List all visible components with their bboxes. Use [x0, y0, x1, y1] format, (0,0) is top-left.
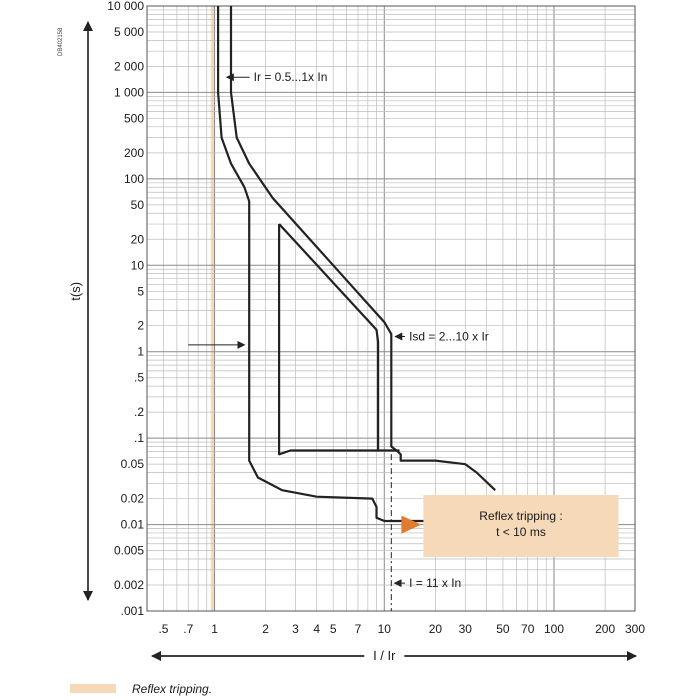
reflex-callout-box [423, 494, 619, 558]
y-tick-label: 200 [124, 146, 144, 160]
trip-curve-4 [278, 223, 380, 451]
axis-layer: t(s) I / Ir DB402158 [58, 21, 637, 664]
y-title-bg [72, 273, 86, 310]
reflex-band [210, 6, 215, 611]
x-tick-label: 100 [544, 622, 564, 636]
x-tick-label: 300 [625, 622, 645, 636]
annotation-layer: Reflex tripping : t < 10 ms Ir = 0.5...1x … [188, 70, 619, 611]
legend-layer: Reflex tripping. [70, 682, 212, 696]
series-layer [217, 6, 496, 523]
y-tick-label: 2 000 [114, 59, 144, 73]
x-tick-label: 4 [313, 622, 320, 636]
x-tick-label: .7 [183, 622, 193, 636]
trip-curve-3 [278, 224, 400, 456]
y-tick-label: 5 000 [114, 25, 144, 39]
y-tick-label: 0.02 [121, 492, 145, 506]
callout-line-1: Reflex tripping : [479, 509, 562, 523]
y-tick-label: .1 [134, 431, 144, 445]
y-tick-label: 20 [131, 232, 145, 246]
annotation-label-3: I = 11 x In [409, 576, 461, 590]
y-tick-label: 10 000 [107, 0, 144, 13]
x-tick-label: 10 [378, 622, 392, 636]
legend-swatch [70, 684, 116, 693]
x-tick-label: 7 [355, 622, 362, 636]
y-tick-label: .5 [134, 371, 144, 385]
x-tick-label: 30 [459, 622, 473, 636]
x-tick-label: 70 [521, 622, 535, 636]
x-tick-label: 200 [595, 622, 615, 636]
callout-line-2: t < 10 ms [496, 525, 546, 539]
y-tick-label: 5 [137, 284, 144, 298]
x-tick-label: .5 [158, 622, 168, 636]
callout-arrow-icon [401, 515, 422, 534]
document-code: DB402158 [58, 27, 64, 56]
y-tick-label: 500 [124, 111, 144, 125]
y-axis-title: t(s) [68, 282, 83, 301]
trip-curve-1 [217, 6, 466, 523]
x-tick-label: 2 [262, 622, 269, 636]
y-tick-label: .001 [121, 604, 145, 618]
y-tick-label: 0.05 [121, 457, 145, 471]
x-tick-label: 20 [429, 622, 443, 636]
legend-label: Reflex tripping. [132, 682, 212, 696]
y-tick-label: 1 000 [114, 85, 144, 99]
annotation-label-2: Isd = 2...10 x Ir [409, 329, 489, 343]
y-tick-label: 1 [137, 345, 144, 359]
x-axis-title: I / Ir [373, 648, 396, 663]
y-tick-label: 0.005 [114, 544, 144, 558]
y-tick-label: 2 [137, 319, 144, 333]
x-tick-label: 5 [330, 622, 337, 636]
x-tick-label: 3 [292, 622, 299, 636]
trip-curve-2 [229, 6, 496, 491]
x-title-bg [364, 648, 405, 664]
y-tick-label: 50 [131, 198, 145, 212]
y-tick-label: .2 [134, 405, 144, 419]
y-tick-label: 0.01 [121, 518, 145, 532]
y-tick-label: 10 [131, 258, 145, 272]
x-tick-label: 1 [211, 622, 218, 636]
annotation-label-1: Ir = 0.5...1x In [254, 70, 328, 84]
x-tick-label: 50 [496, 622, 510, 636]
reflex-band-layer [210, 6, 215, 611]
y-tick-label: 100 [124, 172, 144, 186]
y-tick-label: 0.002 [114, 578, 144, 592]
